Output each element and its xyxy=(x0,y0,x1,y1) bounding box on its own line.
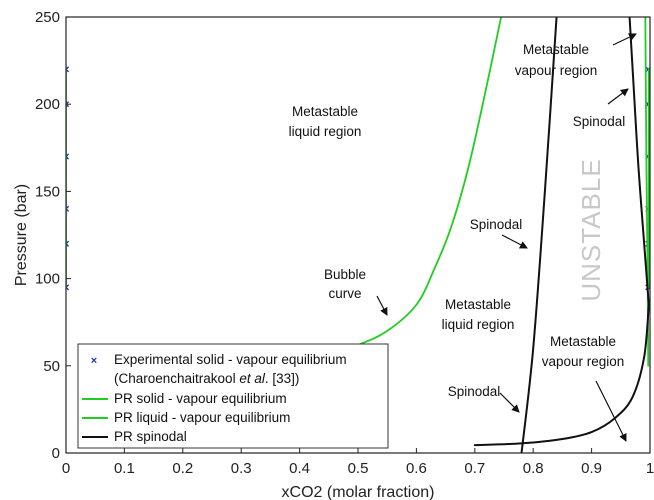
y-tick-label: 100 xyxy=(35,271,60,288)
anno-bubble-2: curve xyxy=(328,286,361,301)
experimental-point-stroke xyxy=(66,205,70,210)
anno-spinodal-right: Spinodal xyxy=(573,114,626,129)
anno-metastable-liquid-mid-1: Metastable xyxy=(445,297,511,312)
x-tick-label: 0.2 xyxy=(172,460,193,477)
experimental-point-stroke xyxy=(66,66,70,71)
experimental-point xyxy=(66,240,70,247)
anno-metastable-vapour-top-2: vapour region xyxy=(515,63,598,78)
legend: × Experimental solid - vapour equilibriu… xyxy=(77,343,389,449)
legend-label-experimental-1: Experimental solid - vapour equilibrium xyxy=(114,352,347,367)
legend-label-pr-solid: PR solid - vapour equilibrium xyxy=(114,391,287,406)
legend-citation-em: et al xyxy=(239,371,266,386)
pr-spinodal-curve-2 xyxy=(520,17,558,453)
x-tick-label: 0.8 xyxy=(523,460,544,477)
legend-box xyxy=(77,343,389,449)
legend-citation-post: . [33]) xyxy=(265,371,300,386)
experimental-point xyxy=(66,284,70,291)
experimental-point-stroke xyxy=(66,101,70,106)
arrow-bubble-curve xyxy=(376,295,388,316)
anno-metastable-vapour-top-1: Metastable xyxy=(523,42,589,57)
y-tick-label: 200 xyxy=(35,96,60,113)
y-tick-label: 0 xyxy=(52,445,60,462)
legend-entry-pr-solid: PR solid - vapour equilibrium xyxy=(82,391,287,406)
experimental-point-stroke xyxy=(66,207,70,212)
x-tick-label: 0.3 xyxy=(231,460,252,477)
anno-metastable-liquid-top-2: liquid region xyxy=(289,124,362,139)
y-axis-ticks: 0 50 100 150 200 250 xyxy=(35,9,71,462)
anno-spinodal-low: Spinodal xyxy=(448,384,501,399)
pr-spinodal-curve-3 xyxy=(628,17,650,306)
legend-label-experimental-2: (Charoenchaitrakool et al. [33]) xyxy=(114,371,299,386)
x-tick-label: 0.7 xyxy=(464,460,485,477)
y-tick-label: 50 xyxy=(43,358,60,375)
legend-citation-pre: (Charoenchaitrakool xyxy=(114,371,239,386)
anno-spinodal-mid: Spinodal xyxy=(470,217,523,232)
anno-metastable-liquid-mid-2: liquid region xyxy=(442,317,515,332)
x-tick-label: 0.4 xyxy=(289,460,310,477)
experimental-point-stroke xyxy=(66,155,70,160)
arrow-spinodal-low xyxy=(499,392,520,413)
anno-metastable-vapour-low-2: vapour region xyxy=(542,354,625,369)
x-axis-ticks: 0 0.1 0.2 0.3 0.4 0.5 0.6 0.7 0.8 0.9 1 xyxy=(62,448,654,477)
y-axis-label: Pressure (bar) xyxy=(13,184,30,286)
legend-marker-x: × xyxy=(91,355,97,367)
experimental-point-stroke xyxy=(66,242,70,247)
experimental-point xyxy=(66,101,70,108)
x-tick-label: 0.9 xyxy=(581,460,602,477)
legend-entry-pr-spinodal: PR spinodal xyxy=(82,429,187,444)
experimental-point-stroke xyxy=(66,153,70,158)
legend-label-pr-liquid: PR liquid - vapour equilibrium xyxy=(114,410,290,425)
experimental-point-stroke xyxy=(66,286,70,291)
legend-label-pr-spinodal: PR spinodal xyxy=(114,429,187,444)
arrow-spinodal-right xyxy=(607,88,629,105)
y-tick-label: 150 xyxy=(35,183,60,200)
x-tick-label: 0 xyxy=(62,460,70,477)
legend-entry-pr-liquid: PR liquid - vapour equilibrium xyxy=(82,410,290,425)
annotation-arrows xyxy=(376,33,637,442)
anno-metastable-liquid-top-1: Metastable xyxy=(292,104,358,119)
experimental-point xyxy=(66,66,70,73)
anno-metastable-vapour-low-1: Metastable xyxy=(550,334,616,349)
pr-spinodal-curve-1 xyxy=(473,303,650,447)
y-tick-label: 250 xyxy=(35,9,60,26)
arrow-metastable-vapour-low xyxy=(595,380,627,442)
arrow-spinodal-mid xyxy=(501,234,528,249)
experimental-point xyxy=(66,153,70,160)
experimental-point xyxy=(66,205,70,212)
experimental-point-stroke xyxy=(66,240,70,245)
x-axis-label: xCO2 (molar fraction) xyxy=(282,484,435,500)
x-tick-label: 0.5 xyxy=(348,460,369,477)
experimental-point-stroke xyxy=(66,68,70,73)
x-tick-label: 0.1 xyxy=(114,460,135,477)
arrow-metastable-vapour-top xyxy=(612,33,637,46)
x-tick-label: 1 xyxy=(646,460,654,477)
experimental-point-stroke xyxy=(66,284,70,289)
anno-unstable-region: UNSTABLE xyxy=(576,158,606,301)
x-tick-label: 0.6 xyxy=(406,460,427,477)
experimental-point-stroke xyxy=(66,103,70,108)
anno-bubble-1: Bubble xyxy=(324,267,366,282)
legend-entry-experimental: × Experimental solid - vapour equilibriu… xyxy=(91,352,347,386)
